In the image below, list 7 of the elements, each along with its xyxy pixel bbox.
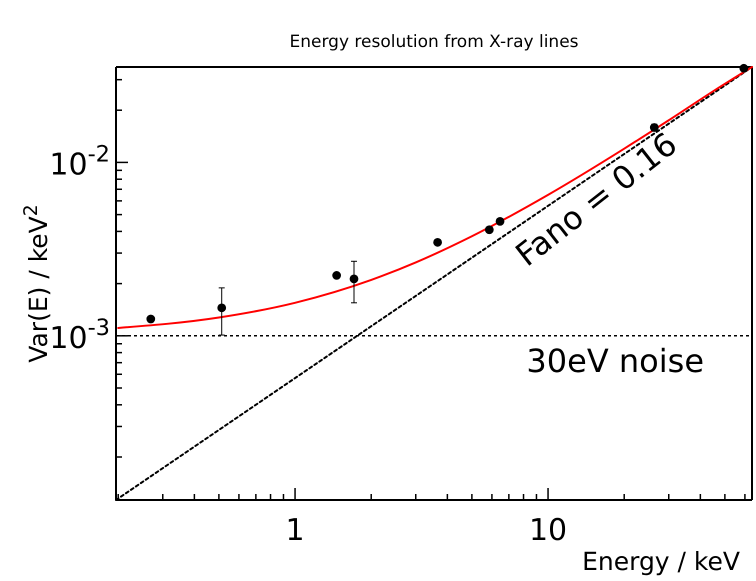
chart-title: Energy resolution from X-ray lines (289, 32, 579, 52)
x-tick-label: 1 (286, 513, 305, 548)
y-tick-label: 10$^{-2}$ (49, 141, 110, 182)
ref-line-label: 30eV noise (526, 342, 704, 380)
y-tick-label: 10$^{-3}$ (49, 314, 110, 356)
x-axis-title: Energy / keV (582, 547, 740, 576)
x-tick-label: 10 (528, 513, 568, 548)
